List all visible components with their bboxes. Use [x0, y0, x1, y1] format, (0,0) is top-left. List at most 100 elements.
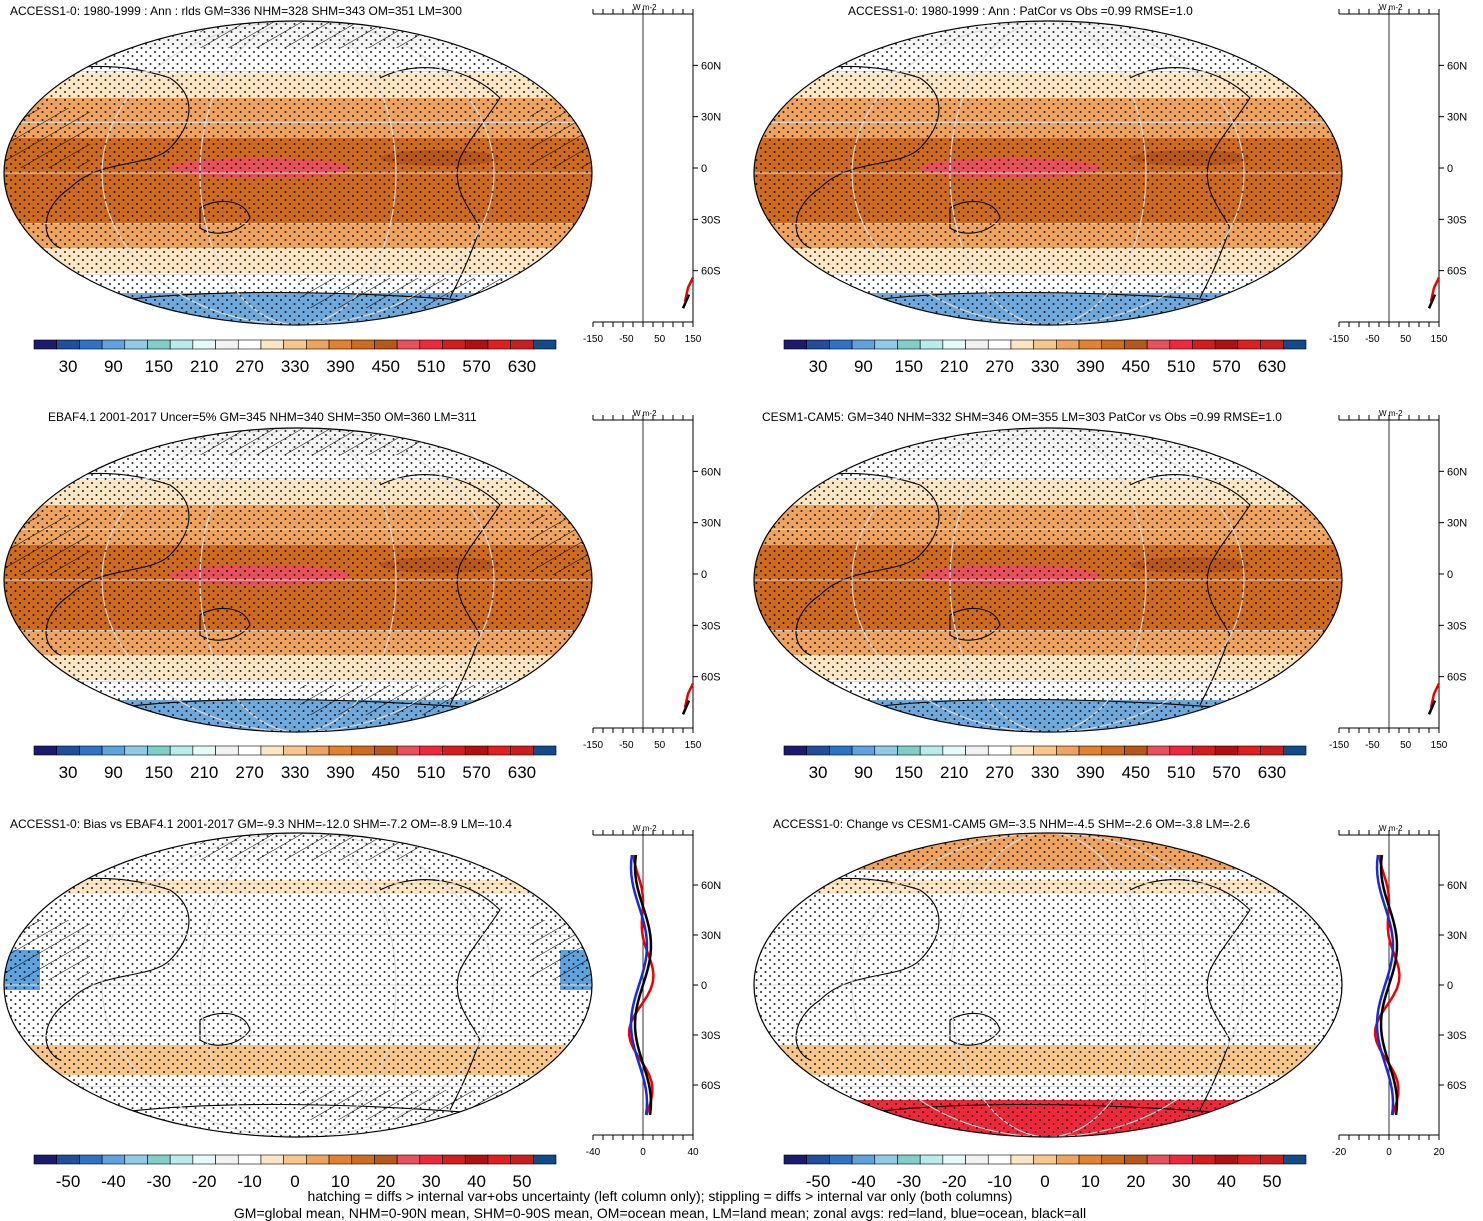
stippling: [754, 833, 1342, 1137]
colorbar-swatch: [942, 339, 966, 350]
colorbar-swatch: [306, 339, 330, 350]
colorbar-swatch: [1237, 1154, 1261, 1165]
colorbar-swatch: [1056, 1154, 1080, 1165]
colorbar-swatch: [260, 745, 284, 756]
colorbar-swatch: [351, 339, 375, 350]
colorbar-label: 150: [895, 763, 923, 782]
latitude-label: 60N: [701, 466, 721, 478]
panel-4-zonal-plot: W m-2 -150 -50 50 150 60N 30N 0 30S 60S: [1329, 409, 1467, 751]
panel-5-title: ACCESS1-0: Bias vs EBAF4.1 2001-2017 GM=…: [10, 817, 512, 831]
colorbar-swatch: [79, 339, 103, 350]
colorbar-label: 330: [281, 357, 309, 376]
zonal-tick-label: -40: [586, 1147, 601, 1158]
latitude-label: 30N: [1447, 930, 1467, 942]
colorbar-swatch: [215, 339, 239, 350]
zonal-tick-label: -50: [619, 740, 634, 751]
colorbar-label: 30: [809, 357, 828, 376]
colorbar-swatch: [1078, 745, 1103, 756]
colorbar-swatch: [147, 339, 171, 350]
colorbar-swatch: [419, 745, 443, 756]
colorbar-swatch: [419, 1154, 443, 1165]
colorbar-swatch: [851, 745, 876, 756]
colorbar-label: 90: [104, 763, 123, 782]
zonal-tick-label: 150: [685, 740, 702, 751]
colorbar-swatch: [328, 745, 353, 756]
colorbar-swatch: [79, 745, 103, 756]
unit-label: W m-2: [633, 824, 657, 833]
colorbar-swatch: [192, 1154, 216, 1165]
colorbar-swatch: [101, 339, 126, 350]
latitude-label: 30S: [1447, 620, 1467, 632]
land-profile: [1373, 854, 1401, 1116]
zonal-tick-label: 40: [687, 1147, 699, 1158]
colorbar-swatch: [56, 339, 80, 350]
colorbar-label: 630: [1258, 357, 1286, 376]
colorbar-label: 30: [59, 763, 78, 782]
all-profile: [633, 854, 653, 1116]
colorbar-swatch: [1260, 339, 1284, 350]
zonal-tick-label: 0: [1386, 1147, 1392, 1158]
colorbar-swatch: [897, 1154, 921, 1165]
colorbar-label: 390: [1076, 357, 1104, 376]
colorbar-swatch: [147, 1154, 171, 1165]
latitude-label: 30S: [701, 620, 721, 632]
colorbar-swatch: [124, 745, 148, 756]
zonal-tick-label: 50: [654, 740, 666, 751]
hatching: [4, 920, 90, 980]
colorbar-swatch: [1101, 1154, 1125, 1165]
colorbar-swatch: [464, 339, 489, 350]
colorbar-label: -50: [56, 1172, 81, 1191]
panel-6-title: ACCESS1-0: Change vs CESM1-CAM5 GM=-3.5 …: [773, 817, 1251, 831]
panel-2-title: ACCESS1-0: 1980-1999 : Ann : PatCor vs O…: [848, 4, 1193, 18]
colorbar-label: 210: [940, 763, 968, 782]
colorbar-swatch: [510, 1154, 534, 1165]
unit-label: W m-2: [633, 409, 657, 418]
colorbar-swatch: [851, 339, 876, 350]
latitude-label: 60N: [1447, 880, 1467, 892]
zonal-tick-label: 50: [1400, 740, 1412, 751]
colorbar-swatch: [851, 1154, 876, 1165]
colorbar-swatch: [1283, 745, 1307, 756]
colorbar-swatch: [396, 1154, 421, 1165]
colorbar-swatch: [192, 745, 216, 756]
latitude-label: 30N: [701, 930, 721, 942]
panel-6-map: [753, 832, 1343, 1138]
colorbar-label: 10: [1081, 1172, 1100, 1191]
colorbar-swatch: [1010, 339, 1034, 350]
colorbar-label: 30: [1172, 1172, 1191, 1191]
colorbar-swatch: [33, 339, 57, 350]
all-profile: [1427, 700, 1437, 715]
land-profile: [627, 854, 655, 1116]
colorbar-swatch: [783, 745, 807, 756]
colorbar-swatch: [806, 339, 830, 350]
land-profile: [1429, 682, 1441, 708]
colorbar-swatch: [783, 339, 807, 350]
zonal-tick-label: 150: [685, 334, 702, 345]
colorbar-swatch: [328, 339, 353, 350]
colorbar-swatch: [510, 339, 534, 350]
panel-3-zonal-plot: W m-2 -150 -50 50 150 60N 30N 0 30S 60S: [583, 409, 721, 751]
colorbar-label: 450: [1122, 763, 1150, 782]
colorbar-label: 40: [1217, 1172, 1236, 1191]
colorbar-label: 150: [145, 357, 173, 376]
colorbar-swatch: [897, 339, 921, 350]
colorbar-swatch: [283, 745, 307, 756]
colorbar-label: 10: [331, 1172, 350, 1191]
colorbar-swatch: [987, 745, 1012, 756]
colorbar-label: 390: [1076, 763, 1104, 782]
colorbar-swatch: [33, 1154, 57, 1165]
colorbar-swatch: [237, 339, 262, 350]
colorbar-label: 570: [462, 357, 490, 376]
colorbar-swatch: [510, 745, 534, 756]
colorbar-label: 50: [512, 1172, 531, 1191]
colorbar-swatch: [351, 1154, 375, 1165]
latitude-label: 60S: [1447, 1080, 1467, 1092]
colorbar-swatch: [33, 745, 57, 756]
latitude-label: 60N: [701, 880, 721, 892]
colorbar-swatch: [1124, 339, 1148, 350]
footer-line-1: hatching = diffs > internal var+obs unce…: [307, 1188, 1013, 1204]
latitude-label: 60S: [701, 1080, 721, 1092]
colorbar-swatch: [874, 339, 898, 350]
unit-label: W m-2: [1379, 824, 1403, 833]
latitude-label: 30N: [1447, 518, 1467, 530]
